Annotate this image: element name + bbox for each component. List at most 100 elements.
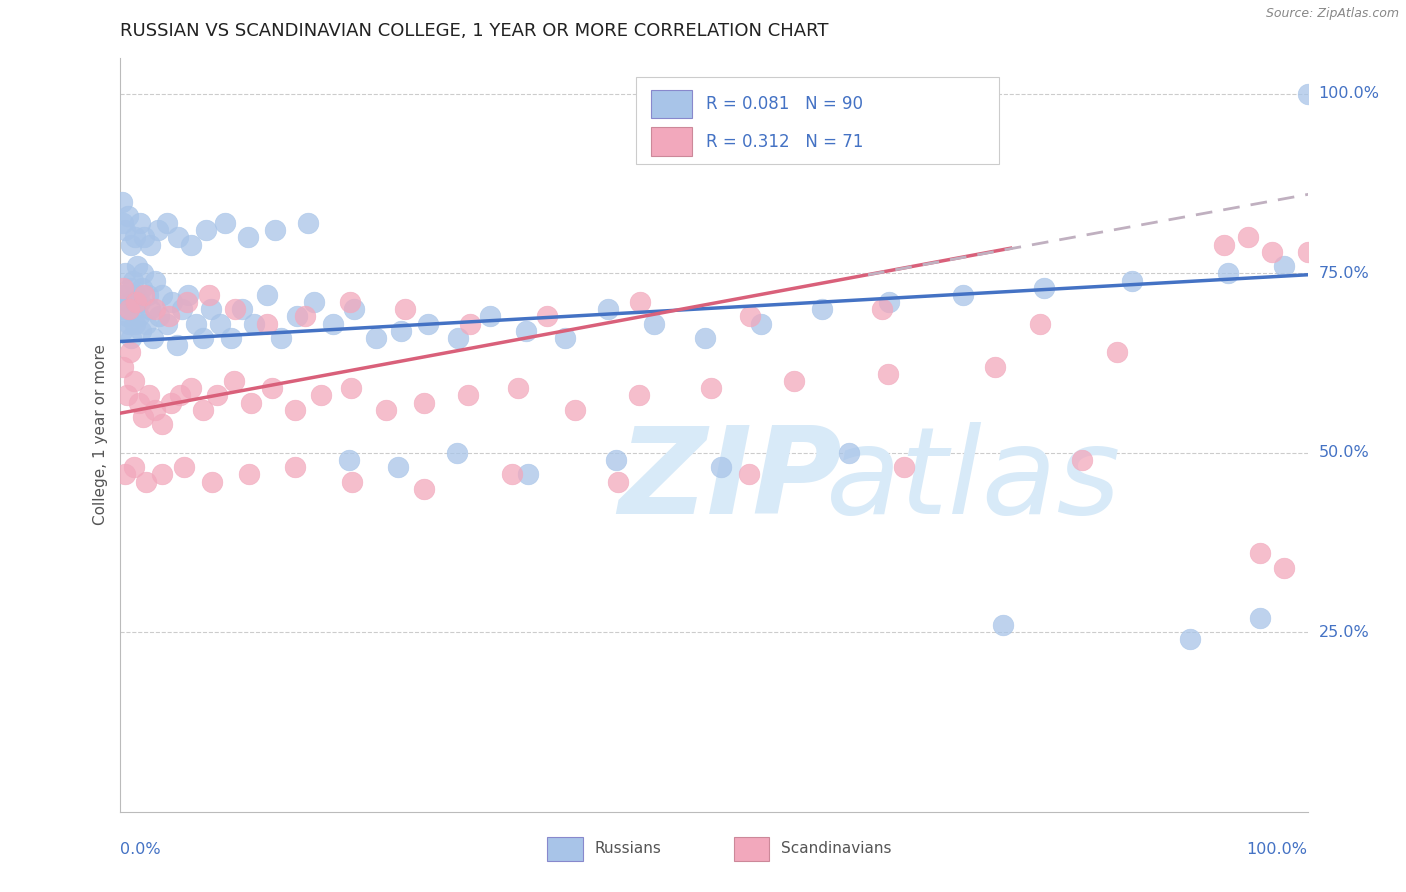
Point <box>118 317 141 331</box>
Point <box>322 317 344 331</box>
Point <box>311 388 333 402</box>
Point <box>412 395 434 409</box>
Point <box>418 317 440 331</box>
Point <box>870 302 893 317</box>
Point <box>219 331 242 345</box>
Point <box>952 288 974 302</box>
Point <box>180 381 202 395</box>
Point <box>115 310 138 324</box>
Y-axis label: College, 1 year or more: College, 1 year or more <box>93 344 108 525</box>
Point <box>191 402 214 417</box>
Point <box>125 288 148 302</box>
Text: 0.0%: 0.0% <box>120 842 160 857</box>
Point <box>117 295 139 310</box>
Point <box>112 302 135 317</box>
Text: R = 0.312   N = 71: R = 0.312 N = 71 <box>706 133 863 151</box>
Point <box>457 388 479 402</box>
Point <box>176 295 198 310</box>
Point <box>1070 453 1092 467</box>
Point <box>1213 237 1236 252</box>
Point <box>134 288 156 302</box>
Text: 50.0%: 50.0% <box>1319 445 1369 460</box>
Point <box>114 266 136 280</box>
Point <box>117 209 139 223</box>
Text: 100.0%: 100.0% <box>1247 842 1308 857</box>
Point <box>135 475 157 489</box>
Point <box>131 281 153 295</box>
Point <box>700 381 723 395</box>
Point <box>479 310 502 324</box>
Point <box>111 324 134 338</box>
Point <box>118 302 141 317</box>
Point <box>749 317 772 331</box>
FancyBboxPatch shape <box>651 89 692 119</box>
Text: ZIP: ZIP <box>619 422 842 539</box>
Text: R = 0.081   N = 90: R = 0.081 N = 90 <box>706 95 863 113</box>
Point <box>564 402 586 417</box>
Point <box>297 216 319 230</box>
Point <box>627 388 650 402</box>
Point <box>156 216 179 230</box>
Point <box>159 395 181 409</box>
Text: Russians: Russians <box>595 841 662 856</box>
Point <box>135 317 157 331</box>
Point <box>340 381 363 395</box>
Text: atlas: atlas <box>827 422 1122 539</box>
Point <box>132 266 155 280</box>
Point <box>128 310 150 324</box>
Point <box>738 467 761 482</box>
FancyBboxPatch shape <box>651 128 692 156</box>
Point <box>124 230 146 244</box>
Point <box>115 388 138 402</box>
Point <box>224 302 246 317</box>
Point <box>256 317 278 331</box>
Point <box>120 345 142 359</box>
Point <box>517 467 540 482</box>
Point <box>783 374 806 388</box>
Point <box>446 446 468 460</box>
Point <box>160 295 183 310</box>
Point <box>112 281 135 295</box>
Point <box>536 310 558 324</box>
Point <box>596 302 619 317</box>
Point <box>337 453 360 467</box>
Point <box>264 223 287 237</box>
Point <box>191 331 214 345</box>
Point <box>231 302 253 317</box>
Point <box>1216 266 1239 280</box>
Point <box>180 237 202 252</box>
Point <box>240 395 263 409</box>
Point <box>150 467 173 482</box>
Point <box>166 338 188 352</box>
Point <box>214 216 236 230</box>
Point <box>1107 345 1129 359</box>
Point <box>879 295 901 310</box>
Text: Source: ZipAtlas.com: Source: ZipAtlas.com <box>1265 7 1399 21</box>
Point <box>1029 317 1052 331</box>
Point <box>201 475 224 489</box>
Point <box>447 331 470 345</box>
Point <box>114 467 136 482</box>
FancyBboxPatch shape <box>637 77 998 163</box>
Point <box>1261 244 1284 259</box>
Point <box>112 359 135 374</box>
Point <box>128 395 150 409</box>
Point <box>838 446 860 460</box>
Point <box>238 467 260 482</box>
Point <box>156 317 179 331</box>
Point <box>1296 244 1319 259</box>
Point <box>127 259 149 273</box>
Point <box>284 402 307 417</box>
Point <box>607 475 630 489</box>
Point <box>197 288 219 302</box>
Point <box>157 310 180 324</box>
Point <box>412 482 434 496</box>
Point <box>339 295 361 310</box>
Point <box>1032 281 1054 295</box>
Point <box>270 331 292 345</box>
Point <box>205 388 228 402</box>
Point <box>112 288 135 302</box>
Point <box>143 302 166 317</box>
Point <box>256 288 278 302</box>
Point <box>1249 611 1271 625</box>
